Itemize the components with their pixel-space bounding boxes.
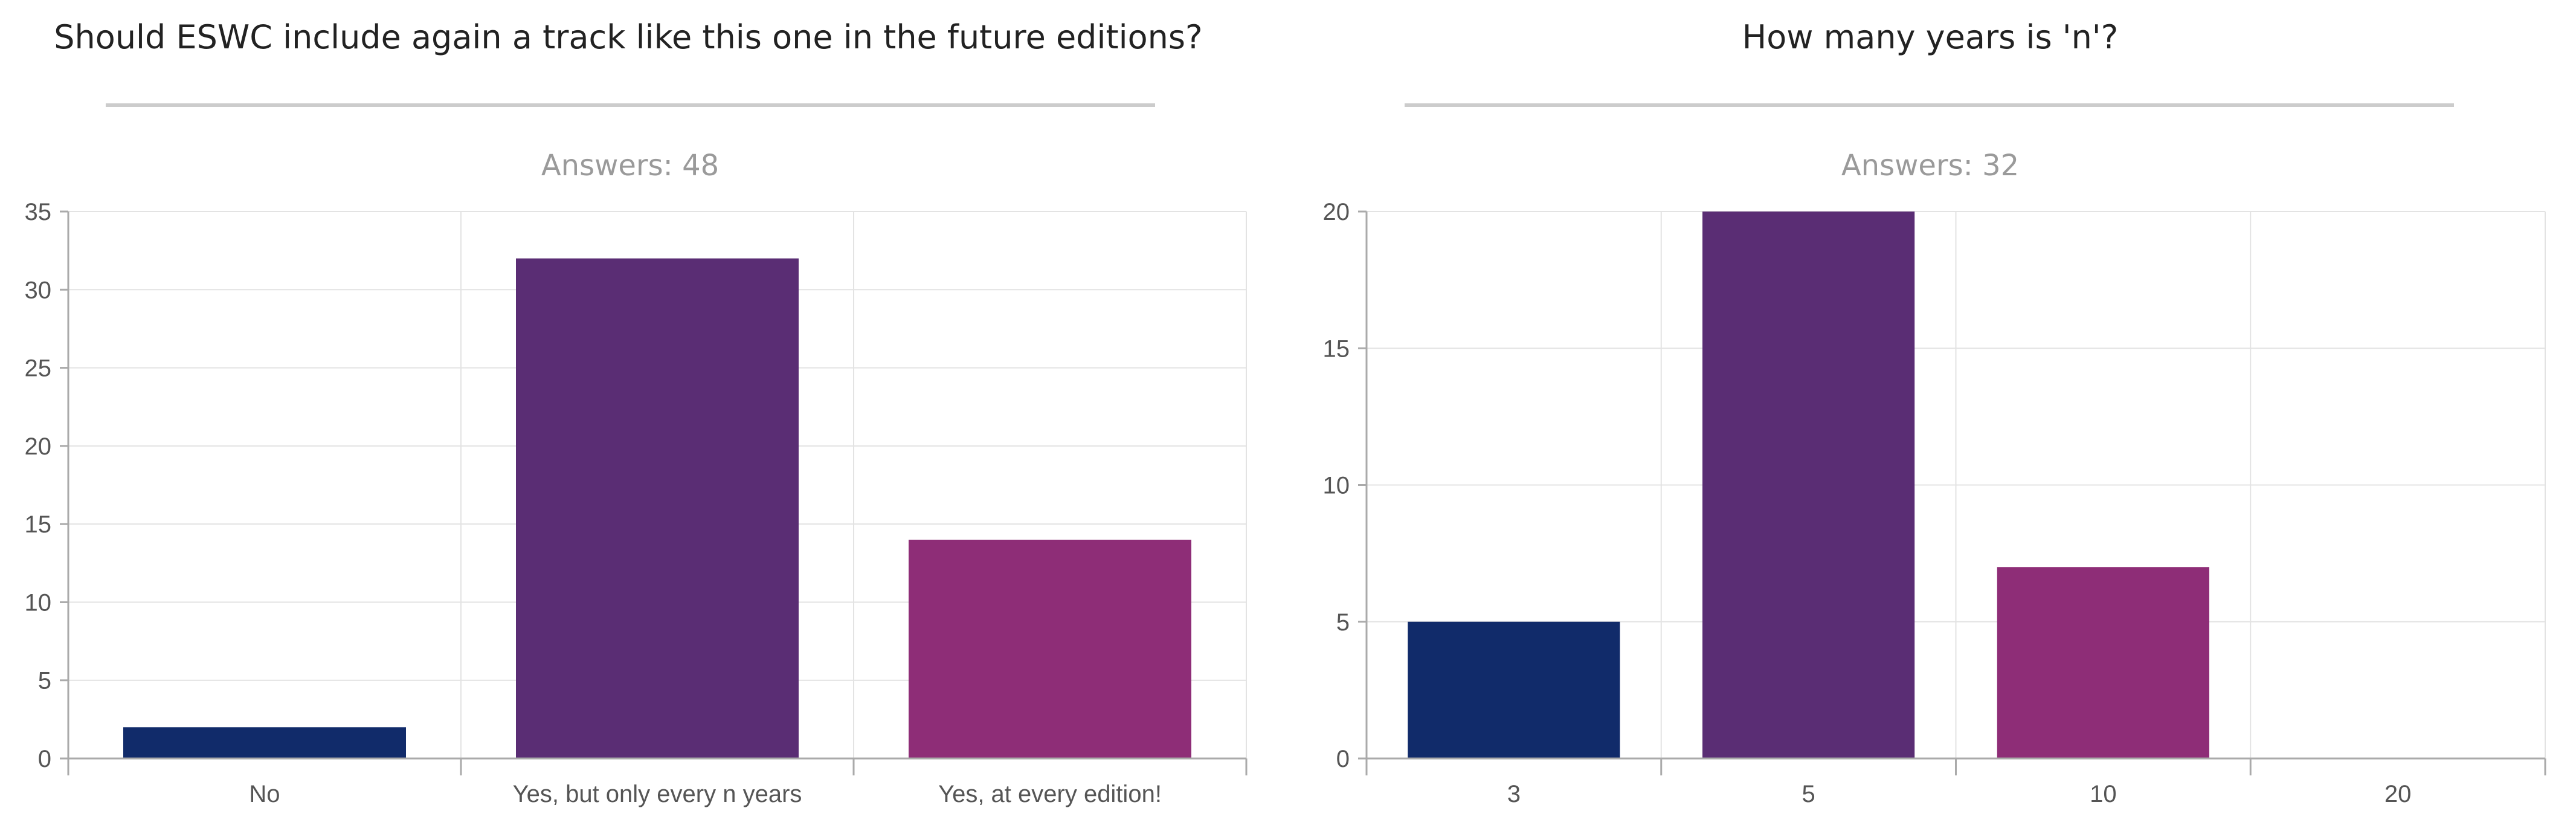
chart-1-title: Should ESWC include again a track like t… (54, 18, 1202, 56)
bar-no (123, 727, 406, 758)
chart-2-title: How many years is 'n'? (1742, 18, 2119, 56)
x-tick-label: Yes, at every edition! (938, 781, 1162, 807)
y-tick-label: 20 (1323, 199, 1350, 225)
chart-1-answers-count: Answers: 48 (541, 149, 719, 183)
x-tick-label: 20 (2384, 781, 2412, 807)
y-tick-label: 30 (25, 277, 52, 303)
y-tick-label: 20 (25, 433, 52, 460)
chart-panel-1: Should ESWC include again a track like t… (25, 18, 1248, 807)
x-tick-label: 10 (2090, 781, 2117, 807)
x-tick-label: 5 (1802, 781, 1815, 807)
y-tick-label: 5 (1336, 609, 1350, 636)
y-tick-label: 25 (25, 355, 52, 382)
x-tick-label: 3 (1507, 781, 1521, 807)
bar-yes-at-every-edition (909, 540, 1191, 758)
y-tick-label: 10 (25, 589, 52, 616)
y-tick-label: 35 (25, 199, 52, 225)
chart-2-plot: 0 5 10 15 20 3 5 10 20 (1323, 199, 2546, 807)
bar-10 (1997, 567, 2209, 758)
y-tick-label: 5 (38, 668, 51, 694)
bar-yes-but-only-every-n-years (516, 258, 799, 759)
x-tick-label: Yes, but only every n years (513, 781, 802, 807)
y-tick-label: 15 (1323, 335, 1350, 362)
chart-panel-2: How many years is 'n'? Answers: 32 0 5 10 1… (1323, 18, 2546, 807)
bar-5 (1702, 212, 1915, 758)
x-tick-label: No (249, 781, 280, 807)
bar-3 (1408, 621, 1620, 758)
y-tick-label: 0 (1336, 746, 1350, 772)
chart-1-plot: 0 5 10 15 20 25 30 35 No Yes, but only every n ye… (25, 199, 1248, 807)
chart-2-answers-count: Answers: 32 (1841, 149, 2019, 183)
y-tick-label: 0 (38, 746, 51, 772)
y-tick-label: 15 (25, 511, 52, 538)
y-tick-label: 10 (1323, 473, 1350, 499)
